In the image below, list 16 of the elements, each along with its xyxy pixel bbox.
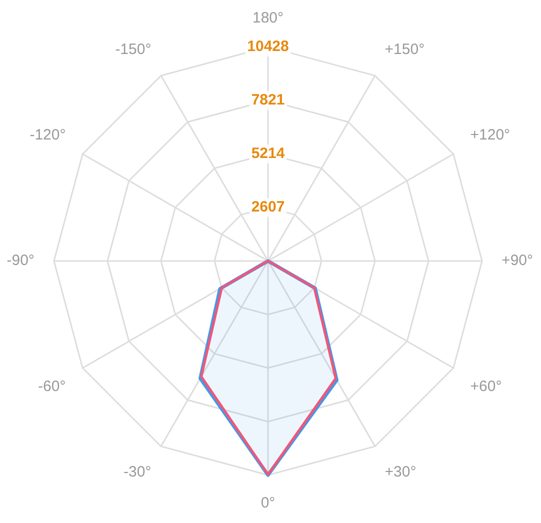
spoke-label: -90° — [6, 252, 34, 270]
spoke-label: +30° — [384, 463, 416, 480]
spoke-label: 0° — [260, 494, 276, 512]
spoke-label: -150° — [115, 40, 152, 58]
spoke-label: +90° — [502, 252, 534, 270]
y-tick-label: 2607 — [251, 198, 285, 216]
spoke-label: -120° — [30, 126, 66, 144]
y-tick-label: 7821 — [251, 92, 285, 109]
y-tick-label: 5214 — [251, 145, 286, 162]
y-tick-label: 10428 — [247, 38, 289, 56]
spoke-label: -60° — [38, 378, 66, 395]
spoke-label: +120° — [470, 126, 510, 144]
spoke-label: +150° — [384, 40, 425, 58]
spoke-label: -30° — [124, 463, 152, 480]
spoke-label: +60° — [470, 378, 502, 395]
spoke-label: 180° — [252, 10, 284, 27]
